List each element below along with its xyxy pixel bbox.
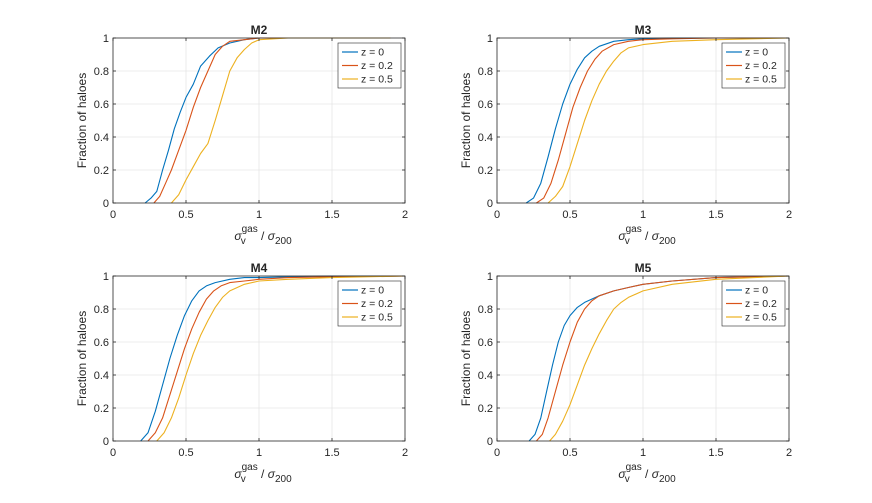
legend-label: z = 0.5 [361, 74, 393, 86]
series-line-z0 [140, 275, 405, 442]
legend: z = 0z = 0.2 z = 0.5 [721, 280, 786, 327]
x-tick-label: 1 [640, 209, 646, 221]
legend: z = 0z = 0.2 z = 0.5 [337, 42, 402, 89]
legend-label: z = 0.5 [745, 74, 777, 86]
chart-panel-m5: 0 0.5 1 1.5 2 0 0.2 0.4 0.6 0.8 1 M5 Fraction of hal… [459, 261, 792, 485]
y-tick-label: 0 [103, 198, 109, 210]
x-axis-label: σgas v / σ200 [234, 462, 292, 485]
y-tick-label: 0.4 [478, 370, 493, 382]
y-tick-label: 0.6 [94, 99, 109, 111]
y-tick-label: 0.8 [94, 304, 109, 316]
y-tick-label: 1 [103, 271, 109, 283]
x-tick-label: 0.5 [178, 447, 193, 459]
y-tick-label: 0.2 [94, 165, 109, 177]
legend-label: z = 0.2 [745, 60, 777, 72]
chart-title: M5 [635, 261, 652, 275]
x-tick-label: 2 [786, 447, 792, 459]
legend-label: z = 0.5 [361, 312, 393, 324]
series-line-z0_2 [147, 275, 406, 442]
y-axis-label: Fraction of haloes [459, 73, 473, 168]
x-tick-label: 1.5 [324, 447, 339, 459]
series-line-z0_2 [536, 37, 789, 204]
y-tick-label: 0.4 [94, 370, 109, 382]
legend-label: z = 0 [361, 285, 384, 297]
y-tick-label: 0.8 [94, 66, 109, 78]
chart-panel-m2: 0 0.5 1 1.5 2 0 0.2 0.4 0.6 0.8 1 M2 Fraction of hal… [75, 23, 408, 247]
series-line-z0 [525, 37, 789, 204]
x-tick-label: 0 [110, 209, 116, 221]
legend-label: z = 0 [361, 47, 384, 59]
x-axis-label: σgas v / σ200 [234, 224, 292, 247]
x-axis-label: σgas v / σ200 [618, 462, 676, 485]
y-tick-label: 0.4 [478, 132, 493, 144]
legend: z = 0z = 0.2 z = 0.5 [721, 42, 786, 89]
x-tick-label: 0 [494, 209, 500, 221]
x-tick-label: 0.5 [562, 209, 577, 221]
y-tick-label: 0 [103, 436, 109, 448]
y-tick-label: 0.4 [94, 132, 109, 144]
y-tick-label: 0.8 [478, 304, 493, 316]
series-line-z0_5 [549, 275, 790, 442]
chart-title: M2 [251, 23, 268, 37]
x-tick-label: 1 [256, 447, 262, 459]
y-tick-label: 1 [103, 33, 109, 45]
x-tick-label: 1.5 [708, 209, 723, 221]
y-axis-label: Fraction of haloes [75, 311, 89, 406]
x-tick-label: 0.5 [562, 447, 577, 459]
legend-label: z = 0.2 [745, 298, 777, 310]
legend: z = 0z = 0.2 z = 0.5 [337, 280, 402, 327]
y-tick-label: 0.2 [478, 165, 493, 177]
y-tick-label: 0.8 [478, 66, 493, 78]
x-tick-label: 2 [402, 209, 408, 221]
chart-panel-m4: 0 0.5 1 1.5 2 0 0.2 0.4 0.6 0.8 1 M4 Fraction of hal… [75, 261, 408, 485]
series-line-z0_2 [535, 275, 790, 442]
y-tick-label: 0.6 [94, 337, 109, 349]
legend-label: z = 0.5 [745, 312, 777, 324]
series-line-z0_5 [156, 275, 406, 442]
legend-label: z = 0 [745, 285, 768, 297]
x-tick-label: 2 [786, 209, 792, 221]
y-tick-label: 1 [487, 271, 493, 283]
x-tick-label: 0.5 [178, 209, 193, 221]
y-tick-label: 0 [487, 198, 493, 210]
y-axis-label: Fraction of haloes [75, 73, 89, 168]
y-tick-label: 0.6 [478, 99, 493, 111]
legend-label: z = 0.2 [361, 298, 393, 310]
x-tick-label: 1 [256, 209, 262, 221]
x-tick-label: 1.5 [708, 447, 723, 459]
series-line-z0_5 [170, 37, 391, 204]
y-tick-label: 1 [487, 33, 493, 45]
y-tick-label: 0.6 [478, 337, 493, 349]
legend-label: z = 0 [745, 47, 768, 59]
y-axis-label: Fraction of haloes [459, 311, 473, 406]
y-tick-label: 0.2 [478, 403, 493, 415]
chart-title: M4 [251, 261, 268, 275]
y-tick-label: 0.2 [94, 403, 109, 415]
x-tick-label: 0 [494, 447, 500, 459]
x-tick-label: 0 [110, 447, 116, 459]
series-line-z0_2 [153, 37, 391, 204]
x-tick-label: 2 [402, 447, 408, 459]
x-axis-label: σgas v / σ200 [618, 224, 676, 247]
x-tick-label: 1 [640, 447, 646, 459]
series-line-z0_5 [547, 37, 790, 204]
chart-title: M3 [635, 23, 652, 37]
y-tick-label: 0 [487, 436, 493, 448]
x-tick-label: 1.5 [324, 209, 339, 221]
legend-label: z = 0.2 [361, 60, 393, 72]
chart-panel-m3: 0 0.5 1 1.5 2 0 0.2 0.4 0.6 0.8 1 M3 Fraction of hal… [459, 23, 792, 247]
